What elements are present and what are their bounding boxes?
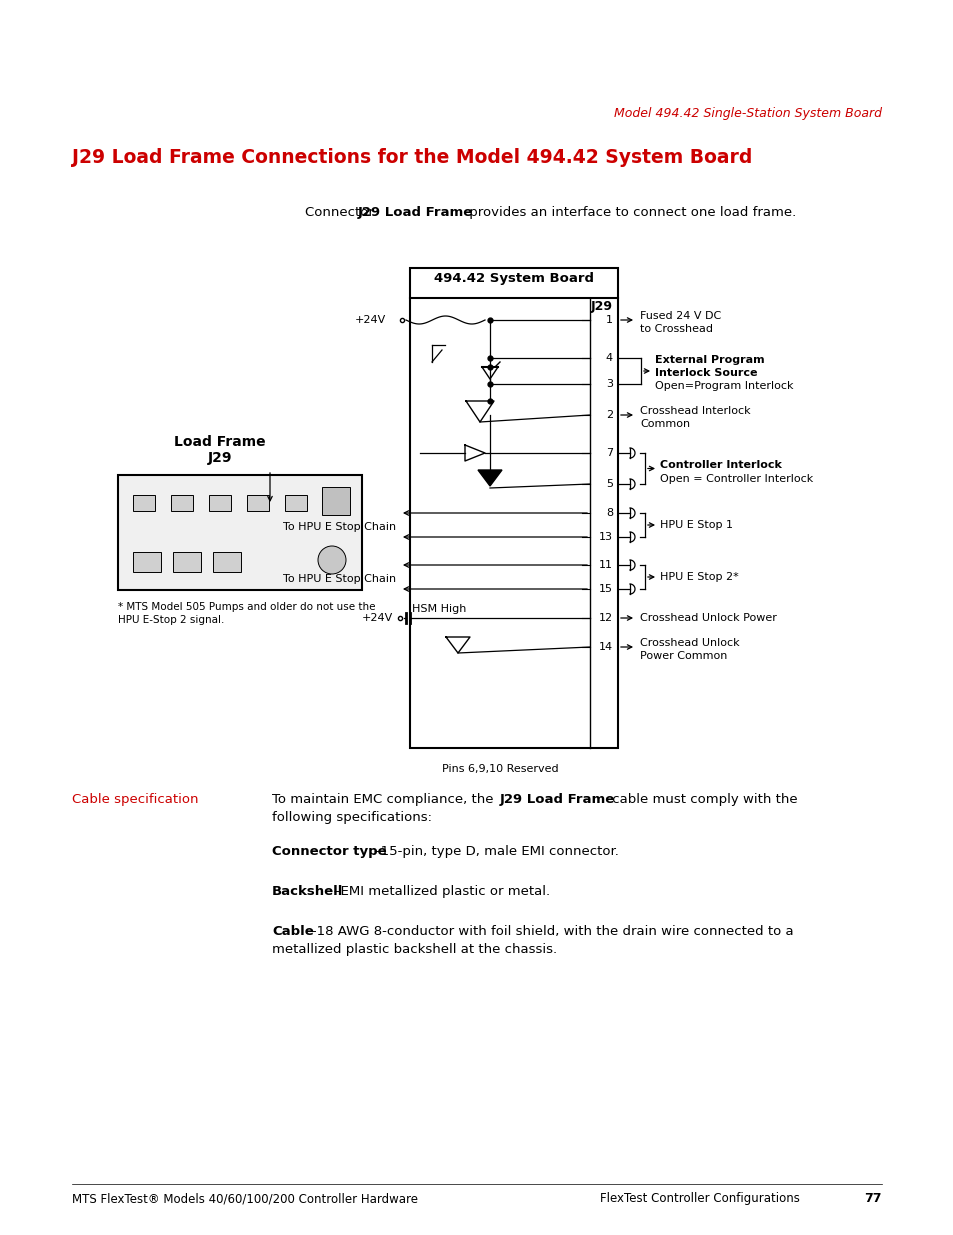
- Text: Open=Program Interlock: Open=Program Interlock: [655, 382, 793, 391]
- Text: Cable: Cable: [272, 925, 314, 939]
- Text: 12: 12: [598, 613, 613, 622]
- Text: FlexTest Controller Configurations: FlexTest Controller Configurations: [599, 1192, 799, 1205]
- Text: 13: 13: [598, 532, 613, 542]
- Bar: [171, 495, 193, 511]
- Text: Fused 24 V DC: Fused 24 V DC: [639, 311, 720, 321]
- Bar: [285, 495, 307, 511]
- Text: Crosshead Unlock Power: Crosshead Unlock Power: [639, 613, 776, 622]
- Text: 14: 14: [598, 642, 613, 652]
- Text: Interlock Source: Interlock Source: [655, 368, 757, 378]
- Text: 77: 77: [863, 1192, 882, 1205]
- Text: HSM High: HSM High: [412, 604, 466, 614]
- Text: J29 Load Frame Connections for the Model 494.42 System Board: J29 Load Frame Connections for the Model…: [71, 148, 752, 167]
- Circle shape: [317, 546, 346, 574]
- Text: 4: 4: [605, 353, 613, 363]
- Text: Connector type: Connector type: [272, 845, 386, 858]
- Text: J29 Load Frame: J29 Load Frame: [357, 206, 473, 219]
- Text: following specifications:: following specifications:: [272, 811, 432, 824]
- Text: Connector: Connector: [305, 206, 377, 219]
- Bar: [209, 495, 231, 511]
- Text: –EMI metallized plastic or metal.: –EMI metallized plastic or metal.: [334, 885, 550, 898]
- Text: HPU E-Stop 2 signal.: HPU E-Stop 2 signal.: [118, 615, 224, 625]
- Text: 1: 1: [605, 315, 613, 325]
- Text: 5: 5: [605, 479, 613, 489]
- Text: 11: 11: [598, 559, 613, 571]
- Bar: [410, 268, 618, 748]
- Text: J29: J29: [590, 300, 613, 312]
- Text: +24V: +24V: [361, 613, 393, 622]
- Text: Model 494.42 Single-Station System Board: Model 494.42 Single-Station System Board: [614, 107, 882, 120]
- Bar: [172, 552, 201, 572]
- Text: To maintain EMC compliance, the: To maintain EMC compliance, the: [272, 793, 497, 806]
- Text: J29 Load Frame: J29 Load Frame: [499, 793, 615, 806]
- Text: * MTS Model 505 Pumps and older do not use the: * MTS Model 505 Pumps and older do not u…: [118, 601, 375, 613]
- Text: External Program: External Program: [655, 354, 763, 366]
- Text: Load Frame: Load Frame: [174, 435, 266, 450]
- Text: –15-pin, type D, male EMI connector.: –15-pin, type D, male EMI connector.: [374, 845, 618, 858]
- Text: J29: J29: [208, 451, 232, 466]
- Text: –18 AWG 8-conductor with foil shield, with the drain wire connected to a: –18 AWG 8-conductor with foil shield, wi…: [310, 925, 793, 939]
- Text: 494.42 System Board: 494.42 System Board: [434, 272, 594, 285]
- Bar: [322, 487, 350, 515]
- Text: 7: 7: [605, 448, 613, 458]
- Text: +24V: +24V: [355, 315, 386, 325]
- Bar: [132, 495, 154, 511]
- Text: Common: Common: [639, 419, 689, 429]
- Text: MTS FlexTest® Models 40/60/100/200 Controller Hardware: MTS FlexTest® Models 40/60/100/200 Contr…: [71, 1192, 417, 1205]
- Text: provides an interface to connect one load frame.: provides an interface to connect one loa…: [464, 206, 796, 219]
- Text: 3: 3: [605, 379, 613, 389]
- Text: Power Common: Power Common: [639, 651, 726, 661]
- Text: metallized plastic backshell at the chassis.: metallized plastic backshell at the chas…: [272, 944, 557, 956]
- Text: HPU E Stop 2*: HPU E Stop 2*: [659, 572, 738, 582]
- Polygon shape: [477, 471, 501, 487]
- Text: 15: 15: [598, 584, 613, 594]
- Text: Cable specification: Cable specification: [71, 793, 198, 806]
- Bar: [118, 475, 361, 590]
- Text: 8: 8: [605, 508, 613, 517]
- Text: 2: 2: [605, 410, 613, 420]
- Text: Open = Controller Interlock: Open = Controller Interlock: [659, 473, 812, 483]
- Text: Backshell: Backshell: [272, 885, 343, 898]
- Bar: [132, 552, 161, 572]
- Text: Controller Interlock: Controller Interlock: [659, 461, 781, 471]
- Text: Crosshead Unlock: Crosshead Unlock: [639, 638, 739, 648]
- Text: to Crosshead: to Crosshead: [639, 324, 712, 333]
- Text: To HPU E Stop Chain: To HPU E Stop Chain: [283, 574, 395, 584]
- Text: Pins 6,9,10 Reserved: Pins 6,9,10 Reserved: [441, 764, 558, 774]
- Text: Crosshead Interlock: Crosshead Interlock: [639, 406, 750, 416]
- Text: cable must comply with the: cable must comply with the: [607, 793, 797, 806]
- Bar: [213, 552, 241, 572]
- Text: HPU E Stop 1: HPU E Stop 1: [659, 520, 732, 530]
- Text: To HPU E Stop Chain: To HPU E Stop Chain: [283, 522, 395, 532]
- Bar: [247, 495, 269, 511]
